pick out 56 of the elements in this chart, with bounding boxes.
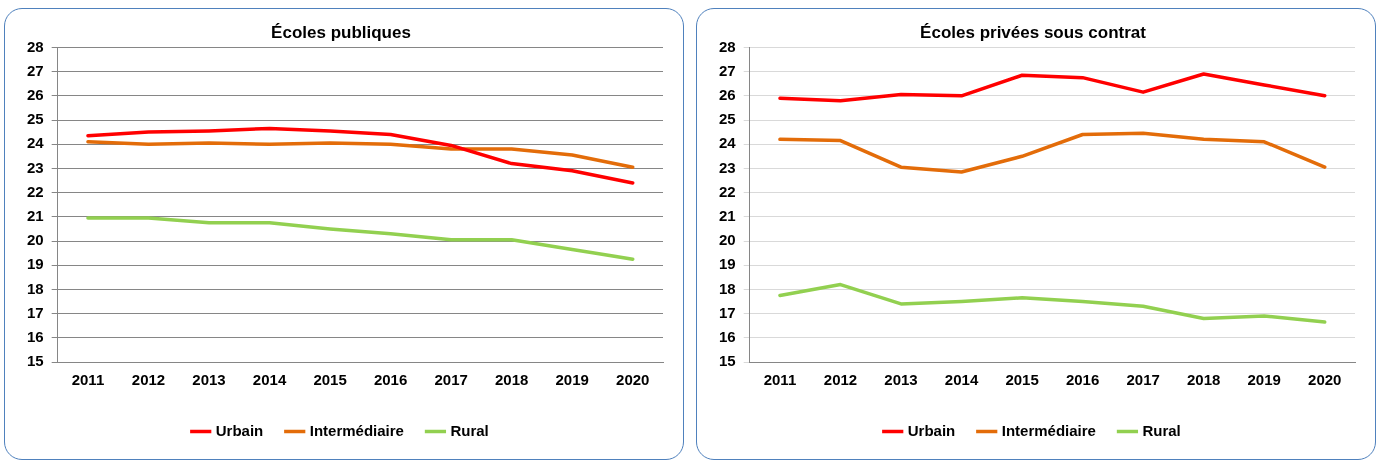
y-tick-label: 16	[719, 327, 736, 345]
legend-label: Intermédiaire	[309, 421, 404, 439]
y-tick-label: 20	[719, 231, 736, 249]
x-tick-label: 2014	[944, 371, 979, 389]
y-tick-label: 25	[719, 110, 736, 128]
x-tick-label: 2015	[313, 371, 347, 389]
x-tick-label: 2013	[192, 371, 226, 389]
y-tick-label: 28	[719, 37, 736, 55]
y-tick-label: 23	[27, 158, 44, 176]
y-tick-label: 26	[27, 85, 44, 103]
y-tick-label: 15	[719, 352, 736, 370]
y-tick-label: 27	[719, 61, 736, 79]
x-tick-label: 2014	[252, 371, 287, 389]
y-tick-label: 27	[27, 61, 44, 79]
x-tick-label: 2019	[1247, 371, 1281, 389]
y-tick-label: 17	[719, 303, 736, 321]
x-tick-label: 2011	[763, 371, 797, 389]
y-tick-label: 19	[719, 255, 736, 273]
y-tick-label: 24	[27, 134, 45, 152]
y-tick-label: 16	[27, 327, 44, 345]
y-tick-label: 18	[27, 279, 44, 297]
y-tick-label: 21	[27, 206, 44, 224]
x-tick-label: 2016	[1065, 371, 1100, 389]
y-tick-label: 28	[27, 37, 44, 55]
x-tick-label: 2020	[1308, 371, 1342, 389]
x-tick-label: 2018	[1186, 371, 1221, 389]
legend-label: Urbain	[215, 421, 264, 439]
y-tick-label: 22	[719, 182, 736, 200]
x-tick-label: 2012	[131, 371, 166, 389]
y-tick-label: 15	[27, 352, 44, 370]
y-tick-label: 25	[27, 110, 44, 128]
y-tick-label: 22	[27, 182, 44, 200]
y-tick-label: 17	[27, 303, 44, 321]
x-tick-label: 2017	[1126, 371, 1160, 389]
y-tick-label: 20	[27, 231, 44, 249]
y-tick-label: 18	[719, 279, 736, 297]
legend-label: Rural	[1142, 421, 1181, 439]
y-tick-label: 26	[719, 85, 736, 103]
x-tick-label: 2016	[373, 371, 408, 389]
x-tick-label: 2011	[71, 371, 105, 389]
legend-label: Rural	[450, 421, 489, 439]
chart-title: Écoles publiques	[271, 22, 411, 42]
y-tick-label: 19	[27, 255, 44, 273]
x-tick-label: 2013	[884, 371, 918, 389]
x-tick-label: 2012	[823, 371, 858, 389]
legend-label: Intermédiaire	[1001, 421, 1096, 439]
legend-label: Urbain	[907, 421, 956, 439]
x-tick-label: 2019	[555, 371, 589, 389]
x-tick-label: 2017	[434, 371, 468, 389]
x-tick-label: 2020	[616, 371, 650, 389]
x-tick-label: 2018	[494, 371, 529, 389]
chart-title: Écoles privées sous contrat	[920, 22, 1147, 42]
y-tick-label: 24	[719, 134, 737, 152]
y-tick-label: 21	[719, 206, 736, 224]
x-tick-label: 2015	[1005, 371, 1039, 389]
y-tick-label: 23	[719, 158, 736, 176]
